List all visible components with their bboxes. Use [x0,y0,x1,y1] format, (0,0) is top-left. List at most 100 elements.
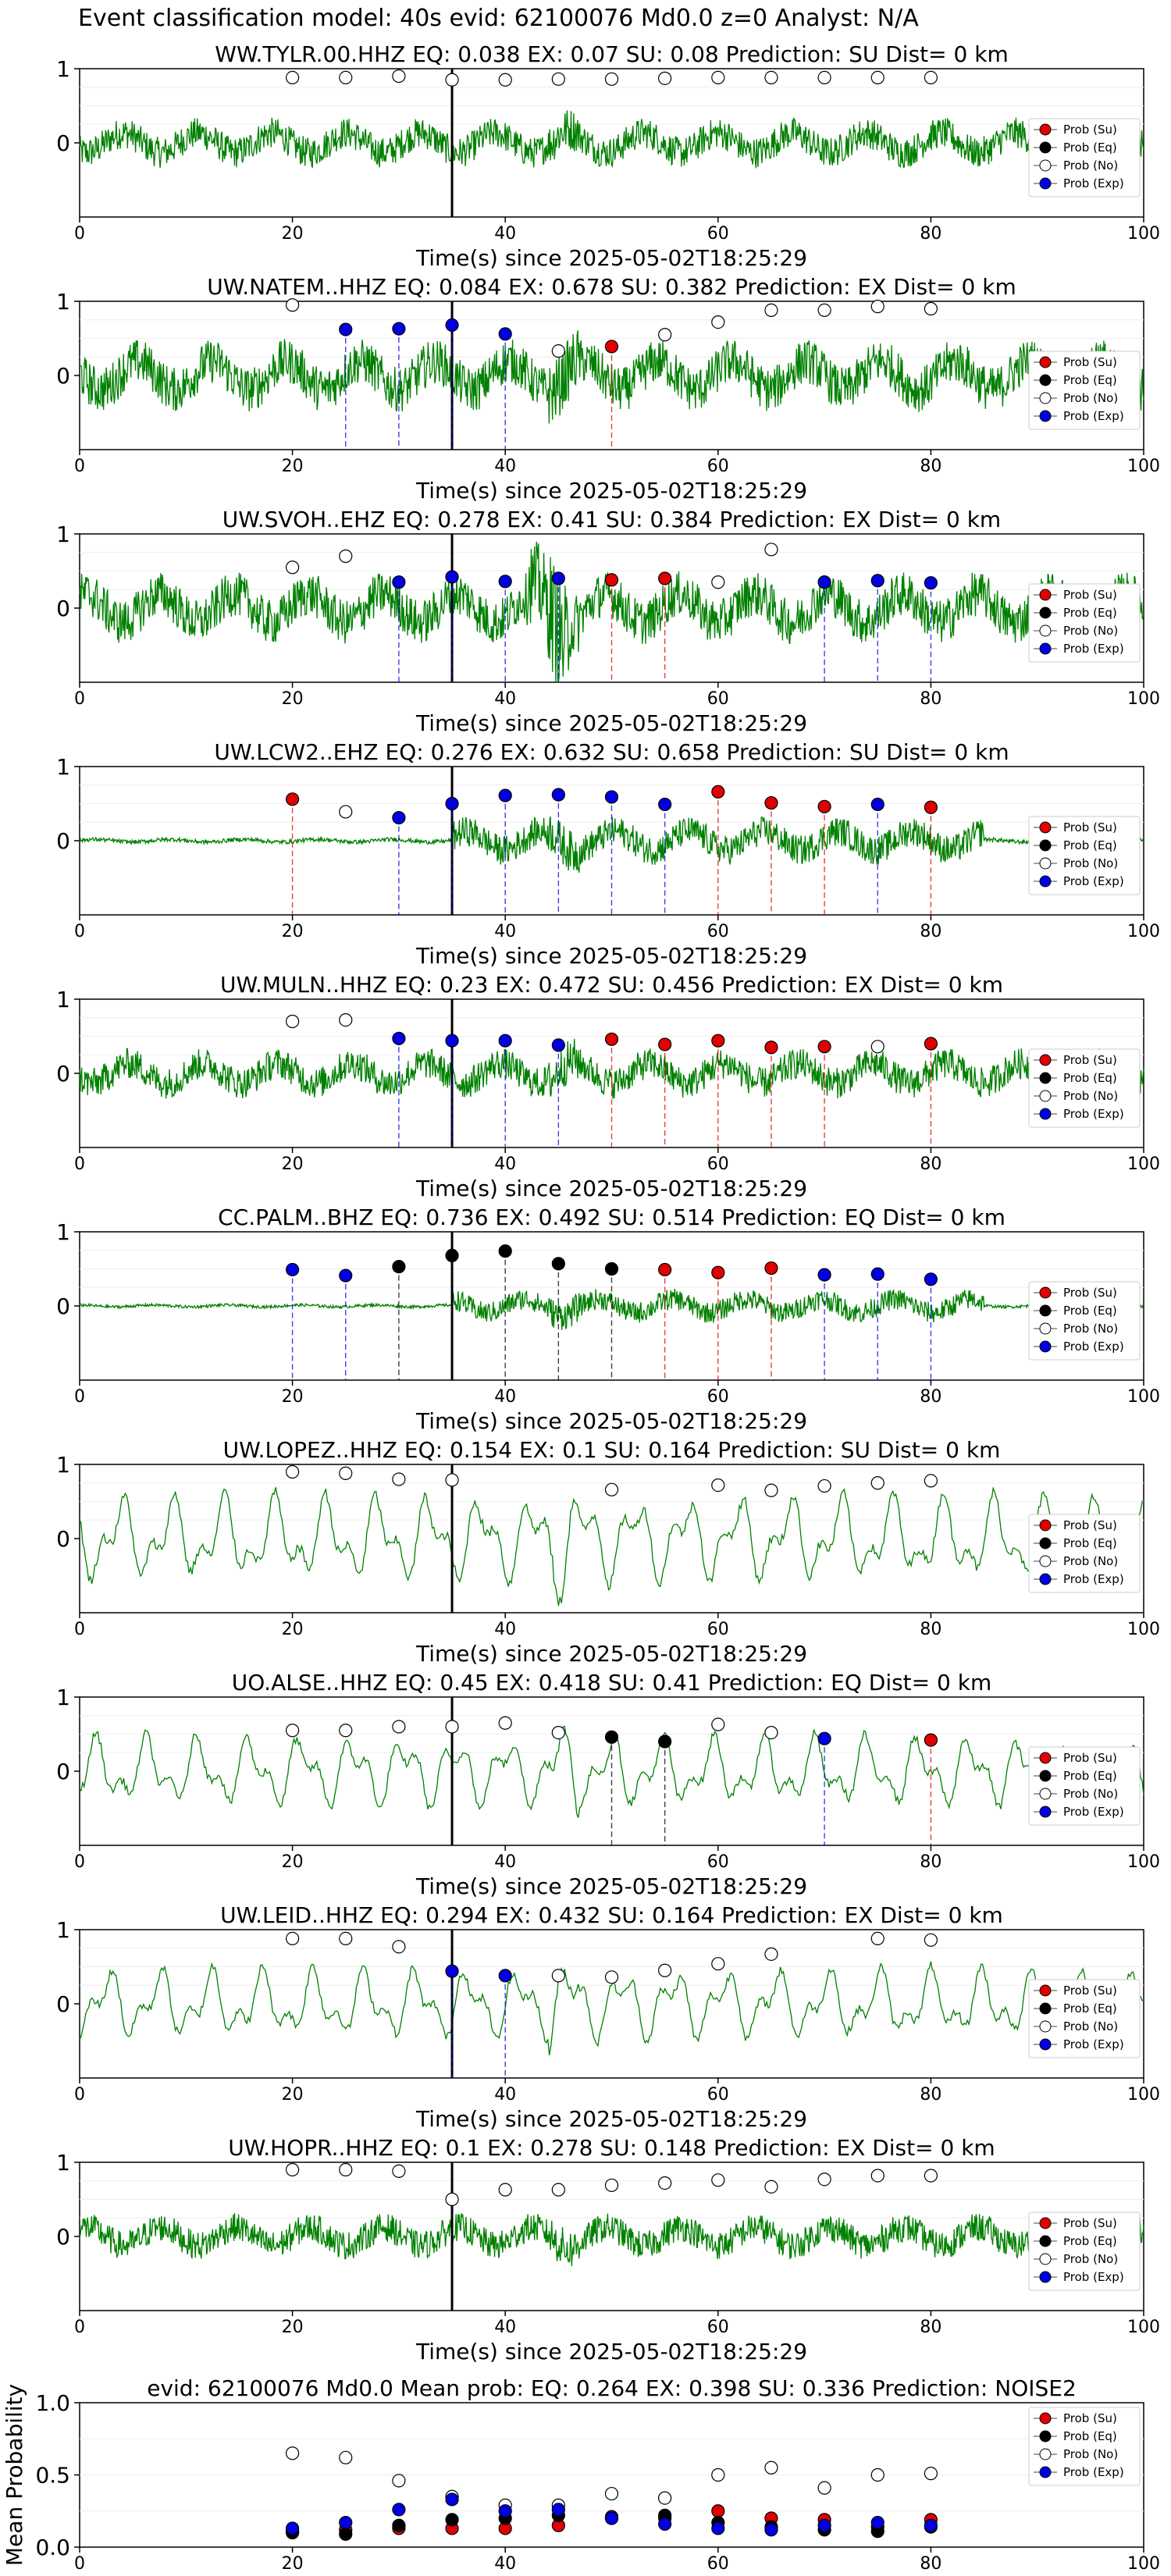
prob-point-su [658,571,672,585]
mean-point-exp [498,2504,512,2518]
legend-marker-1 [1039,2235,1052,2247]
chart-panel-7: UO.ALSE..HHZ EQ: 0.45 EX: 0.418 SU: 0.41… [56,1670,1160,1899]
x-axis-label: Time(s) since 2025-05-02T18:25:29 [415,478,807,503]
prob-point-no [658,71,672,85]
panel-title: UO.ALSE..HHZ EQ: 0.45 EX: 0.418 SU: 0.41… [232,1670,991,1695]
legend-label: Prob (Eq) [1063,2429,1117,2443]
legend-marker-3 [1039,2466,1052,2478]
legend-label: Prob (No) [1063,2447,1118,2461]
prob-point-exp [870,797,884,812]
x-axis-label: Time(s) since 2025-05-02T18:25:29 [415,1873,807,1899]
legend-marker-2 [1039,1090,1052,1102]
prob-point-no [711,315,725,329]
x-tick-label: 0 [74,2085,85,2105]
x-tick-label: 80 [920,1155,941,1174]
x-tick-label: 40 [494,1852,516,1872]
prob-point-su [817,1040,831,1054]
prob-point-no [445,73,459,87]
prob-point-exp [339,1268,353,1283]
x-tick-label: 100 [1127,2554,1160,2574]
y-tick-label: 1 [56,1452,70,1478]
panel-title: WW.TYLR.00.HHZ EQ: 0.038 EX: 0.07 SU: 0.… [215,41,1008,67]
x-tick-label: 100 [1127,2318,1160,2337]
x-axis-label: Time(s) since 2025-05-02T18:25:29 [415,1641,807,1667]
mean-point-exp [658,2517,672,2531]
prob-point-exp [604,790,619,804]
legend-box [1028,118,1141,197]
x-tick-label: 20 [282,689,304,709]
prob-point-su [711,785,725,799]
prob-point-no [392,2164,406,2178]
chart-panel-10: evid: 62100076 Md0.0 Mean prob: EQ: 0.26… [2,2375,1160,2574]
x-tick-label: 60 [707,922,729,941]
legend-label: Prob (Eq) [1063,373,1117,387]
prob-point-no [286,1014,300,1029]
prob-point-exp [498,1969,512,1983]
prob-point-exp [870,1267,884,1281]
x-tick-label: 100 [1127,2085,1160,2105]
prob-point-su [604,573,619,587]
legend-marker-1 [1039,839,1052,852]
x-tick-label: 40 [494,2318,516,2337]
x-tick-label: 20 [282,2085,304,2105]
x-tick-label: 0 [74,457,85,476]
y-tick-label: 0 [56,828,70,854]
x-tick-label: 80 [920,1620,941,1639]
x-tick-label: 20 [282,1620,304,1639]
prob-point-exp [498,575,512,589]
prob-point-exp [286,1262,300,1277]
mean-point-eq [339,2527,353,2541]
prob-point-no [339,2162,353,2177]
prob-point-no [764,2179,778,2194]
x-tick-label: 60 [707,2318,729,2337]
legend-marker-2 [1039,857,1052,870]
chart-panel-4: UW.MULN..HHZ EQ: 0.23 EX: 0.472 SU: 0.45… [56,972,1160,1201]
prob-point-su [658,1262,672,1277]
legend-label: Prob (Exp) [1063,2270,1124,2284]
prob-point-no [286,1724,300,1738]
x-tick-label: 80 [920,457,941,476]
prob-point-exp [870,574,884,588]
legend-marker-0 [1039,356,1052,368]
panel-title: UW.HOPR..HHZ EQ: 0.1 EX: 0.278 SU: 0.148… [228,2135,995,2161]
x-tick-label: 60 [707,1852,729,1872]
prob-point-no [924,1474,938,1488]
panel-title: UW.LCW2..EHZ EQ: 0.276 EX: 0.632 SU: 0.6… [214,739,1009,765]
prob-point-no [392,1720,406,1734]
legend-marker-1 [1039,1537,1052,1550]
legend-marker-0 [1039,123,1052,136]
x-tick-label: 0 [74,2318,85,2337]
mean-point-exp [445,2492,459,2507]
x-tick-label: 20 [282,922,304,941]
prob-point-eq [551,1257,565,1271]
mean-point-no [711,2467,725,2482]
prob-point-no [286,1464,300,1479]
mean-point-no [924,2467,938,2481]
x-tick-label: 60 [707,1387,729,1407]
y-tick-label: 1 [56,1219,70,1245]
mean-point-exp [711,2521,725,2535]
prob-point-exp [551,571,565,585]
x-tick-label: 20 [282,2318,304,2337]
y-tick-label: 0 [56,1759,70,1784]
legend-marker-2 [1039,1555,1052,1567]
prob-point-no [711,1478,725,1493]
legend-label: Prob (Su) [1063,1286,1117,1300]
legend-marker-0 [1039,1286,1052,1299]
mean-point-no [339,2450,353,2464]
legend-marker-3 [1039,410,1052,422]
prob-point-exp [392,1031,406,1045]
x-axis-label: Time(s) since 2025-05-02T18:25:29 [415,1408,807,1434]
x-tick-label: 80 [920,689,941,709]
legend-marker-2 [1039,392,1052,404]
prob-point-no [658,2176,672,2190]
x-tick-label: 40 [494,2554,516,2574]
prob-point-no [286,2162,300,2177]
y-tick-label: 0.0 [35,2535,70,2560]
waveform-trace [79,1961,1144,2055]
legend-marker-0 [1039,1519,1052,1532]
prob-point-su [924,1733,938,1747]
legend-box [1028,1979,1141,2058]
x-tick-label: 20 [282,457,304,476]
prob-point-su [764,1261,778,1276]
